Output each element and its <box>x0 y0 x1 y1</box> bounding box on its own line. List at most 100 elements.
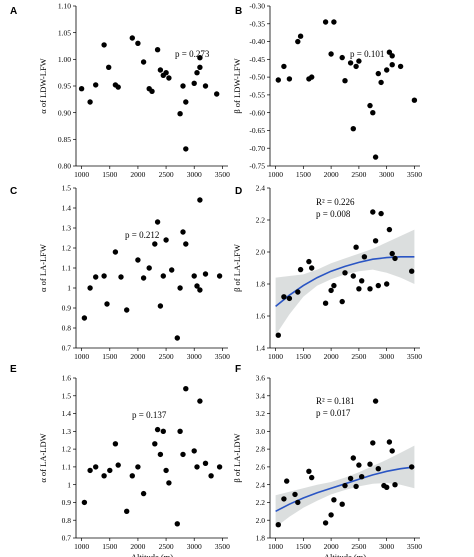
data-point <box>149 88 155 95</box>
y-axis-label: α of LA-LDW <box>38 433 48 482</box>
data-point <box>124 508 130 514</box>
x-tick-label: 2500 <box>351 170 366 179</box>
data-point <box>163 237 169 243</box>
y-tick-label: 0.9 <box>62 498 72 507</box>
data-point <box>202 460 209 466</box>
data-point <box>331 19 337 25</box>
data-point <box>101 273 107 279</box>
data-point <box>152 441 158 447</box>
y-axis-label: α of LDW-LFW <box>38 58 48 113</box>
data-point <box>350 126 356 132</box>
data-point <box>202 83 209 89</box>
y-tick-label: 1.10 <box>58 2 71 11</box>
panel-letter: D <box>235 186 242 197</box>
x-tick-label: 3500 <box>215 352 230 361</box>
data-point <box>389 250 395 257</box>
x-tick-label: 2500 <box>159 542 174 551</box>
panel-b: B -0.75 -0.70 -0.65 -0.60 -0.55 -0.50 -0.45 -0.4… <box>232 2 422 179</box>
data-point <box>197 287 203 293</box>
y-tick-label: 1.6 <box>62 374 72 383</box>
y-axis-label: α of LA-LFW <box>38 244 48 292</box>
data-point <box>370 440 376 446</box>
data-point <box>81 315 88 321</box>
data-point <box>409 464 415 470</box>
data-point <box>157 67 164 73</box>
data-point <box>135 257 141 263</box>
data-point <box>375 466 381 472</box>
y-tick-label: 2.2 <box>256 216 266 225</box>
x-tick-label: 3500 <box>215 542 230 551</box>
stat-annotation: p = 0.017 <box>316 408 351 418</box>
data-point <box>370 110 376 116</box>
data-point <box>309 74 315 80</box>
data-point <box>347 475 354 482</box>
data-point <box>322 300 329 306</box>
data-point <box>129 473 135 479</box>
y-tick-label: 1.6 <box>256 312 266 321</box>
data-point <box>191 273 197 279</box>
data-point <box>367 461 373 467</box>
data-point <box>174 521 180 527</box>
data-point <box>292 491 298 498</box>
y-tick-label: 1.2 <box>62 445 72 454</box>
data-point <box>157 451 164 458</box>
data-point <box>297 266 304 273</box>
x-axis-label: Altitude (m) <box>324 552 366 557</box>
data-point <box>140 59 147 65</box>
data-point <box>356 462 362 468</box>
x-tick-label: 1500 <box>102 542 117 551</box>
data-point <box>328 287 334 294</box>
panel-e: E 0.7 0.8 0.9 1 1.1 1.2 1.3 1.4 1.5 1.6 1000 1500 200… <box>10 364 230 557</box>
data-point <box>214 91 220 97</box>
y-tick-label: -0.75 <box>249 162 265 171</box>
data-point <box>183 241 189 247</box>
y-tick-label: 2.2 <box>256 498 266 507</box>
data-point <box>124 307 130 313</box>
data-point <box>384 67 390 73</box>
panel-letter: A <box>10 6 17 17</box>
y-tick-label: 3.6 <box>256 374 266 383</box>
y-tick-label: 0.85 <box>58 135 71 144</box>
data-point <box>309 474 315 481</box>
panel-c: C 0.7 0.8 0.9 1 1.1 1.2 1.3 1.4 1.5 1000 1500 2000 25… <box>10 184 230 361</box>
data-point <box>202 271 209 277</box>
data-point <box>392 482 398 488</box>
data-point <box>93 464 99 470</box>
data-point <box>87 99 93 105</box>
data-point <box>163 467 169 474</box>
y-tick-label: 2.4 <box>256 480 266 489</box>
x-tick-label: 1500 <box>296 352 311 361</box>
y-tick-label: 1.1 <box>62 264 72 273</box>
y-tick-label: 0.9 <box>62 304 72 313</box>
data-point <box>81 499 88 506</box>
x-tick-label: 3000 <box>187 170 202 179</box>
data-point <box>378 79 384 86</box>
y-tick-label: 1.4 <box>62 204 72 213</box>
data-point <box>140 275 147 281</box>
x-tick-label: 3500 <box>407 170 422 179</box>
data-point <box>180 83 186 89</box>
y-tick-label: 0.8 <box>62 516 72 525</box>
y-tick-label: 1.5 <box>62 184 72 193</box>
data-point <box>208 473 214 479</box>
panel-f: F 1.8 2.0 2.2 2.4 2.6 2.8 3.0 3.2 3.4 3.6 1000 1500 2… <box>232 364 422 557</box>
data-point <box>194 70 200 76</box>
panel-letter: B <box>235 6 242 17</box>
data-point <box>112 441 119 447</box>
x-tick-label: 3000 <box>379 352 394 361</box>
data-point <box>197 55 203 61</box>
y-tick-label: 0.90 <box>58 108 71 117</box>
data-point <box>191 448 197 454</box>
y-tick-label: 1.2 <box>62 244 72 253</box>
x-tick-label: 3500 <box>407 542 422 551</box>
data-point <box>160 428 166 434</box>
x-tick-label: 1500 <box>296 542 311 551</box>
data-point <box>409 268 415 274</box>
y-tick-label: -0.30 <box>249 2 265 11</box>
data-point <box>384 281 390 287</box>
data-point <box>389 448 395 454</box>
data-point <box>157 303 164 309</box>
x-tick-label: 1000 <box>268 542 283 551</box>
x-tick-label: 2000 <box>130 542 145 551</box>
confidence-band <box>275 229 415 336</box>
